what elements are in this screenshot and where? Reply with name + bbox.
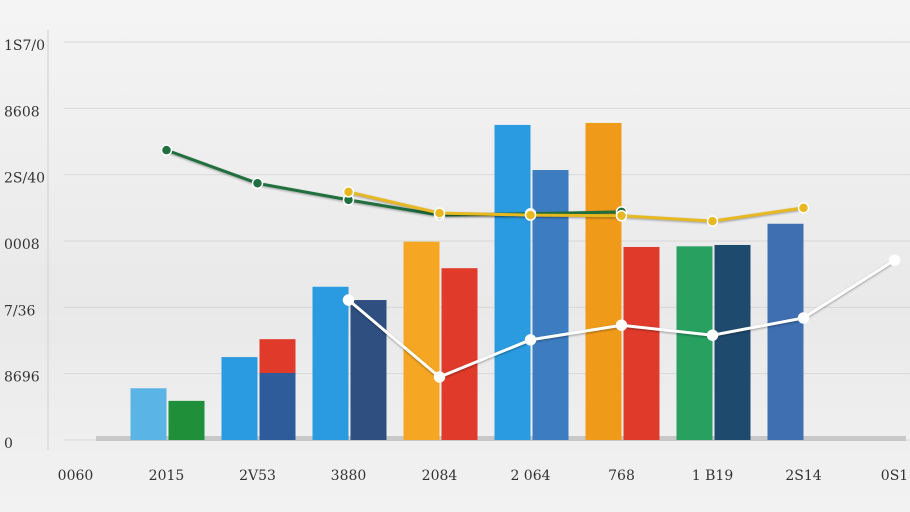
bar (532, 170, 569, 441)
bar (676, 246, 713, 440)
y-tick-label: 2S/40 (4, 171, 45, 187)
x-tick-label: 2V53 (239, 468, 276, 484)
line-point (433, 207, 446, 219)
line-point (433, 371, 446, 383)
x-tick-label: 2 064 (510, 468, 550, 484)
line-point (342, 294, 355, 306)
x-tick-label: 1 B19 (692, 468, 733, 484)
line-point (706, 329, 719, 341)
y-tick-label: 0008 (4, 237, 40, 253)
bar (221, 357, 258, 440)
line-point (797, 312, 810, 324)
bar (441, 268, 478, 440)
y-tick-label: 0 (4, 436, 13, 452)
bar (130, 388, 167, 440)
line-point (615, 210, 628, 222)
line-point (524, 209, 537, 221)
bar (312, 286, 349, 440)
line (348, 190, 804, 223)
bar (403, 241, 440, 440)
x-tick-label: 2S14 (785, 468, 821, 484)
bar (714, 244, 751, 440)
bar (623, 246, 660, 440)
line-point (706, 215, 719, 227)
line-point (888, 254, 901, 266)
y-tick-label: 7/36 (4, 303, 36, 319)
x-tick-label: 2084 (422, 468, 458, 484)
line-point (524, 334, 537, 346)
y-tick-label: 8608 (4, 104, 40, 120)
bar (168, 400, 205, 440)
line-point (251, 177, 264, 190)
bar (767, 223, 804, 440)
line-point (342, 186, 355, 198)
bar (494, 124, 531, 441)
bar (259, 339, 296, 374)
x-tick-label: 0060 (58, 468, 94, 484)
line-point (797, 202, 810, 214)
bar (350, 300, 387, 440)
line (165, 148, 622, 217)
x-tick-label: 768 (608, 468, 635, 484)
x-tick-label: 0S1 (881, 468, 908, 484)
line-point (615, 319, 628, 331)
x-tick-label: 2015 (149, 468, 185, 484)
y-tick-label: 8696 (4, 370, 40, 386)
x-tick-label: 3880 (331, 468, 367, 484)
bar (259, 373, 296, 440)
y-tick-label: 1S7/0 (4, 38, 45, 54)
bar (585, 122, 622, 440)
line-point (160, 144, 173, 156)
